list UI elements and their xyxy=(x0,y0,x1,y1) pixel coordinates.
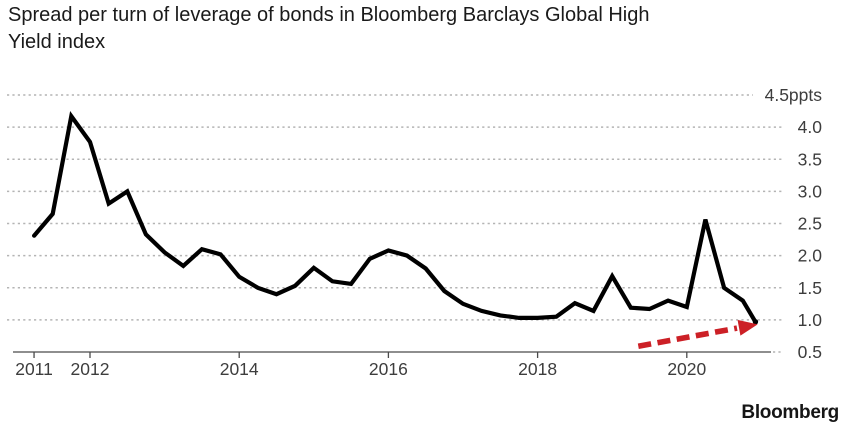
y-tick-label: 1.5 xyxy=(798,278,822,298)
x-tick-label: 2020 xyxy=(667,359,706,379)
y-tick-label: 3.5 xyxy=(798,149,822,169)
trend-arrow-head xyxy=(737,319,758,336)
x-tick-label: 2012 xyxy=(71,359,110,379)
y-tick-label: 1.0 xyxy=(798,310,823,330)
chart-title-line1: Spread per turn of leverage of bonds in … xyxy=(8,4,650,26)
chart-title: Spread per turn of leverage of bonds in … xyxy=(8,2,828,56)
x-tick-label: 2018 xyxy=(518,359,557,379)
y-tick-label: 2.0 xyxy=(798,246,823,266)
y-tick-label: 4.5ppts xyxy=(765,85,823,105)
series-endpoint xyxy=(752,319,759,325)
y-tick-label: 2.5 xyxy=(798,214,822,234)
series-line xyxy=(32,111,758,324)
x-tick-label: 2011 xyxy=(15,359,53,379)
chart-title-line2: Yield index xyxy=(8,31,106,53)
y-tick-label: 0.5 xyxy=(798,342,822,362)
x-tick-label: 2014 xyxy=(220,359,259,379)
x-tick-label: 2016 xyxy=(369,359,408,379)
y-tick-label: 3.0 xyxy=(798,181,823,201)
bloomberg-logo: Bloomberg xyxy=(741,402,839,423)
y-tick-label: 4.0 xyxy=(798,117,823,137)
trend-arrow-shaft xyxy=(637,325,738,349)
